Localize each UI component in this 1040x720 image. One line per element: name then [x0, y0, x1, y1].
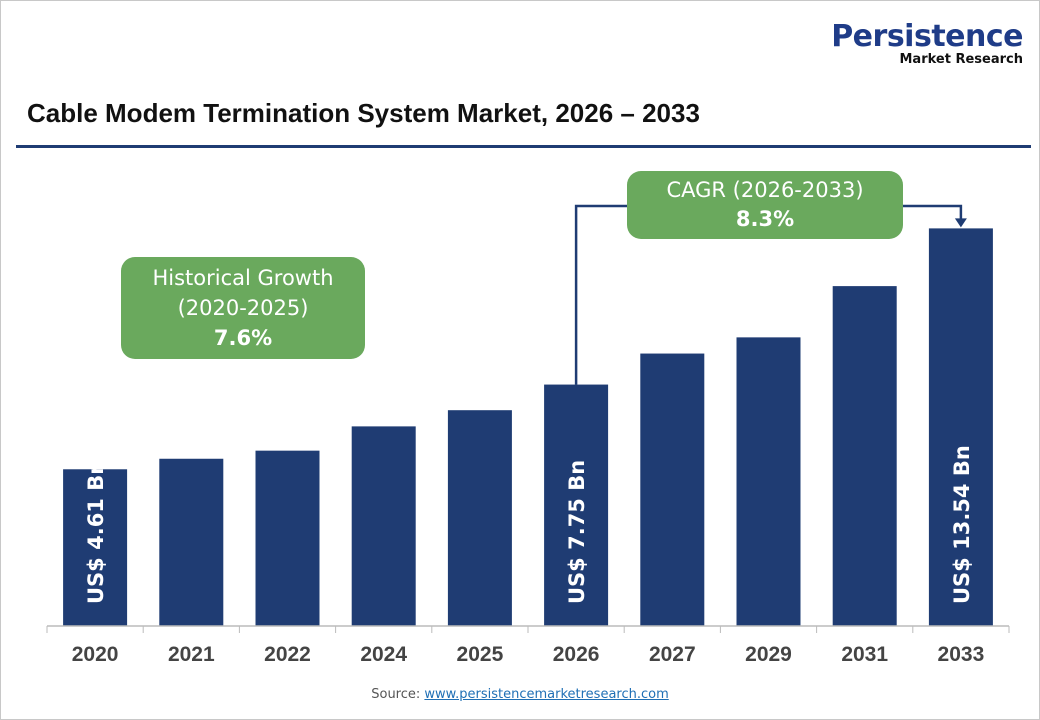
bar-2031 [832, 286, 897, 626]
logo-name: Persistence [831, 19, 1023, 54]
historical-growth-box: Historical Growth (2020-2025) 7.6% [121, 257, 365, 359]
cagr-label: CAGR (2026-2033) [666, 178, 864, 202]
bar-2029 [736, 337, 801, 626]
title-divider [16, 145, 1031, 148]
source-label: Source: [371, 687, 421, 702]
bar-2033 [928, 228, 993, 626]
logo-subtitle: Market Research [899, 52, 1024, 67]
x-tick-label: 2027 [649, 643, 696, 666]
logo: Persistence Market Research [831, 21, 1023, 67]
cagr-connector-left [574, 204, 627, 385]
data-label: US$ 13.54 Bn [950, 445, 974, 604]
cagr-connector-right [903, 204, 963, 221]
bar-2025 [447, 410, 512, 626]
data-label: US$ 7.75 Bn [565, 460, 589, 604]
chart-title: Cable Modem Termination System Market, 2… [27, 98, 700, 128]
x-tick-label: 2033 [938, 643, 985, 666]
cagr-value: 8.3% [735, 207, 795, 231]
historical-period: (2020-2025) [177, 296, 309, 320]
x-tick-label: 2020 [72, 643, 119, 666]
x-tick-label: 2026 [553, 643, 600, 666]
bar-2024 [351, 426, 416, 626]
bar-2022 [255, 450, 320, 626]
x-tick-label: 2021 [168, 643, 215, 666]
bar-2027 [640, 353, 705, 626]
source-link[interactable]: www.persistencemarketresearch.com [424, 687, 669, 702]
bar-2026 [544, 384, 609, 626]
data-label: US$ 4.61 Bn [84, 460, 108, 604]
arrow-down-icon [954, 218, 967, 228]
bar-2021 [159, 458, 224, 626]
x-tick-label: 2031 [841, 643, 888, 666]
x-tick-label: 2029 [745, 643, 792, 666]
historical-value: 7.6% [213, 326, 273, 350]
bar-2020 [63, 469, 128, 626]
source-note: Source: www.persistencemarketresearch.co… [1, 687, 1039, 702]
historical-label: Historical Growth [152, 266, 334, 290]
cagr-box: CAGR (2026-2033) 8.3% [627, 171, 903, 239]
x-tick-label: 2024 [360, 643, 407, 666]
x-tick-label: 2025 [457, 643, 504, 666]
x-tick-label: 2022 [264, 643, 311, 666]
